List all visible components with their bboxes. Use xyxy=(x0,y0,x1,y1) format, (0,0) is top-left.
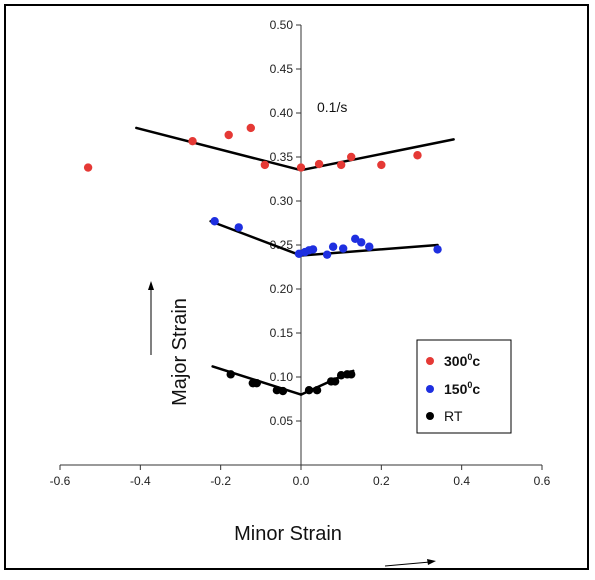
y-axis-title: Major Strain xyxy=(169,298,191,406)
data-point xyxy=(278,386,288,396)
data-point xyxy=(336,160,346,170)
x-tick-label: -0.4 xyxy=(130,474,151,488)
data-points xyxy=(83,123,442,396)
data-point xyxy=(260,160,270,170)
y-tick-label: 0.50 xyxy=(270,18,294,32)
data-point xyxy=(210,217,219,226)
legend: 3000c 1500c RT xyxy=(416,339,512,434)
data-point xyxy=(365,242,374,251)
x-axis-title: Minor Strain xyxy=(234,523,342,545)
data-point xyxy=(322,250,332,259)
fit-line-segment xyxy=(209,219,303,257)
data-point xyxy=(357,238,366,247)
chart-frame xyxy=(4,4,589,570)
y-tick-label: 0.40 xyxy=(270,106,294,120)
data-point xyxy=(226,370,235,379)
tick-marks: -0.6 -0.4 -0.2 0.0 0.2 0.4 0.6 0.05 0.10 0.15 0.20… xyxy=(50,18,551,488)
fit-line-segment xyxy=(299,138,455,172)
data-point xyxy=(234,223,243,232)
data-point xyxy=(252,378,262,388)
data-point xyxy=(246,123,255,133)
legend-label-150c: 1500c xyxy=(444,380,480,397)
x-tick-label: -0.2 xyxy=(210,474,231,488)
legend-marker-150c xyxy=(426,385,434,393)
data-point xyxy=(224,130,233,140)
y-tick-label: 0.10 xyxy=(270,370,294,384)
x-direction-arrow xyxy=(384,559,436,567)
data-point xyxy=(347,152,356,162)
x-tick-label: -0.6 xyxy=(50,474,71,488)
legend-label-300c: 3000c xyxy=(444,352,480,369)
rate-annotation: 0.1/s xyxy=(317,99,347,115)
x-tick-label: 0.6 xyxy=(534,474,551,488)
x-tick-label: 0.4 xyxy=(453,474,470,488)
data-point xyxy=(330,377,340,386)
fit-line-segment xyxy=(135,126,303,172)
legend-label-rt: RT xyxy=(444,408,463,424)
data-point xyxy=(188,136,197,146)
y-tick-label: 0.15 xyxy=(270,326,294,340)
data-point xyxy=(433,245,442,254)
data-point xyxy=(347,370,356,379)
y-tick-label: 0.25 xyxy=(270,238,294,252)
y-tick-label: 0.45 xyxy=(270,62,294,76)
data-point xyxy=(304,386,314,395)
data-point xyxy=(328,242,338,251)
x-tick-label: 0.0 xyxy=(293,474,310,488)
legend-marker-rt xyxy=(426,412,434,420)
legend-marker-300c xyxy=(426,357,434,365)
x-tick-label: 0.2 xyxy=(373,474,390,488)
data-point xyxy=(413,151,422,160)
y-tick-label: 0.05 xyxy=(270,414,294,428)
data-point xyxy=(296,163,306,172)
y-tick-label: 0.30 xyxy=(270,194,294,208)
data-point xyxy=(308,245,318,254)
data-point xyxy=(338,244,348,253)
data-point xyxy=(377,160,386,170)
y-tick-label: 0.20 xyxy=(270,282,294,296)
data-point xyxy=(312,386,322,395)
y-tick-label: 0.35 xyxy=(270,150,294,164)
data-point xyxy=(83,163,93,172)
y-direction-arrow xyxy=(148,281,154,355)
data-point xyxy=(314,159,324,169)
